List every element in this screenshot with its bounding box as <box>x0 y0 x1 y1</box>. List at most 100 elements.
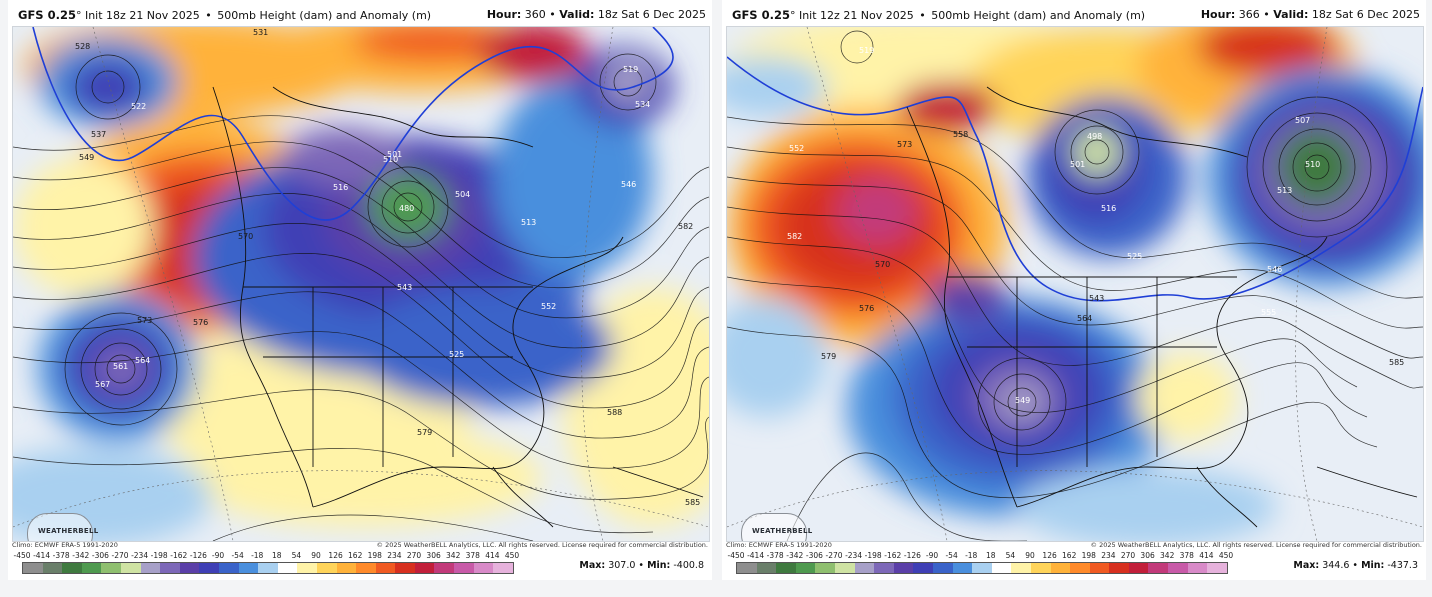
colorbar-tick-label: -126 <box>189 551 207 560</box>
contour-label: 537 <box>91 130 106 139</box>
colorbar-swatch <box>991 563 1012 573</box>
map-area[interactable]: 519 558 552 570 576 579 582 543 549 555 … <box>726 26 1424 542</box>
contour-label: 585 <box>1389 358 1404 367</box>
contour-labels: 528 522 537 549 531 570 576 561 564 567 … <box>75 28 700 507</box>
product-name: 500mb Height (dam) and Anomaly (m) <box>217 9 432 22</box>
contour-label: 525 <box>1127 252 1142 261</box>
colorbar-swatch <box>473 563 494 573</box>
colorbar-swatch <box>101 563 121 573</box>
colorbar-tick-label: -126 <box>903 551 921 560</box>
colorbar-tick-label: 90 <box>1025 551 1035 560</box>
hour-label: Hour: <box>1200 8 1236 21</box>
contour-label: 570 <box>875 260 890 269</box>
contour-label: 498 <box>1087 132 1102 141</box>
colorbar-swatch <box>316 563 337 573</box>
forecast-hour: 360 <box>524 8 546 21</box>
max-min-readout: Max: 344.6 • Min: -437.3 <box>1293 560 1418 571</box>
colorbar-swatch <box>1207 563 1227 573</box>
colorbar-tick-label: 18 <box>986 551 996 560</box>
colorbar-tick-label: -18 <box>965 551 978 560</box>
valid-label: Valid: <box>1273 8 1309 21</box>
colorbar-tick-label: -306 <box>805 551 823 560</box>
colorbar-swatch <box>277 563 298 573</box>
map-area[interactable]: 528 522 537 549 531 570 576 561 564 567 … <box>12 26 710 542</box>
valid-time: 18z Sat 6 Dec 2025 <box>597 8 706 21</box>
valid-time: 18z Sat 6 Dec 2025 <box>1311 8 1420 21</box>
model-name: GFS 0.25 <box>732 8 790 22</box>
colorbar-tick-label: 18 <box>272 551 282 560</box>
colorbar-swatch <box>62 563 82 573</box>
contour-label: 516 <box>1101 204 1116 213</box>
min-value: -400.8 <box>673 560 704 571</box>
colorbar-tick-label: 306 <box>1140 551 1155 560</box>
colorbar-swatch <box>395 563 415 573</box>
colorbar-swatch <box>356 563 376 573</box>
colorbar-swatch <box>737 563 757 573</box>
colorbar-swatch <box>874 563 894 573</box>
forecast-time: Hour: 360 • Valid: 18z Sat 6 Dec 2025 <box>487 8 706 21</box>
colorbar-tick-label: 306 <box>426 551 441 560</box>
colorbar-tick-label: -162 <box>884 551 902 560</box>
colorbar-swatch <box>1148 563 1169 573</box>
colorbar-swatch <box>776 563 796 573</box>
colorbar-tick-label: -378 <box>766 551 784 560</box>
contour-label: 549 <box>79 153 94 162</box>
colorbar-swatch <box>414 563 435 573</box>
contour-label: 513 <box>1277 186 1292 195</box>
colorbar-tick-label: -414 <box>747 551 765 560</box>
coastlines <box>212 86 704 528</box>
colorbar-swatch <box>160 563 180 573</box>
colorbar-swatch <box>493 563 513 573</box>
contour-label: 510 <box>1305 160 1320 169</box>
panel-header: GFS 0.25° Init 18z 21 Nov 2025 • 500mb H… <box>8 0 712 26</box>
colorbar-swatch <box>893 563 914 573</box>
contour-label: 480 <box>399 204 414 213</box>
model-name: GFS 0.25 <box>18 8 76 22</box>
copyright-note: © 2025 WeatherBELL Analytics, LLC. All r… <box>376 541 708 549</box>
colorbar-swatch <box>854 563 875 573</box>
colorbar-swatch <box>1128 563 1149 573</box>
colorbar-tick-label: -342 <box>72 551 90 560</box>
copyright-note: © 2025 WeatherBELL Analytics, LLC. All r… <box>1090 541 1422 549</box>
contour-label: 576 <box>859 304 874 313</box>
colorbar-tick-label: -90 <box>925 551 939 560</box>
colorbar-tick-label: 54 <box>1005 551 1016 560</box>
weatherbell-logo: WEATHERBELL <box>741 513 812 541</box>
colorbar-swatch <box>1187 563 1208 573</box>
contour-label: 528 <box>75 42 90 51</box>
contour-label: 549 <box>1015 396 1030 405</box>
contour-label: 558 <box>953 130 968 139</box>
colorbar-swatch <box>42 563 63 573</box>
contour-label: 525 <box>449 350 464 359</box>
colorbar-tick-label: 378 <box>1179 551 1194 560</box>
contour-label: 531 <box>253 28 268 37</box>
colorbar-swatch <box>23 563 43 573</box>
colorbar-swatch <box>140 563 161 573</box>
colorbar-swatch <box>454 563 474 573</box>
colorbar-labels: -450 -414 -378 -342 -306 -270 -234 -198 -162 -126… <box>13 551 519 561</box>
colorbar-swatch <box>1168 563 1188 573</box>
climo-note: Climo: ECMWF ERA-5 1991-2020 <box>12 541 118 549</box>
contour-label: 519 <box>623 65 638 74</box>
panel-title: GFS 0.25° Init 18z 21 Nov 2025 • 500mb H… <box>18 8 431 22</box>
colorbar-swatch <box>179 563 200 573</box>
min-value: -437.3 <box>1387 560 1418 571</box>
colorbar-tick-label: 234 <box>1101 551 1116 560</box>
graticule <box>727 27 1423 541</box>
coastlines <box>906 86 1418 528</box>
colorbar-swatch <box>1089 563 1110 573</box>
colorbar-swatch <box>1070 563 1090 573</box>
colorbar-tick-label: -198 <box>150 551 168 560</box>
separator-dot: • <box>919 9 926 22</box>
separator-dot: • <box>205 9 212 22</box>
contour-label: 552 <box>789 144 804 153</box>
colorbar-tick-label: -414 <box>33 551 51 560</box>
colorbar-tick-label: -198 <box>864 551 882 560</box>
colorbar-swatch <box>1011 563 1031 573</box>
colorbar-labels: -450 -414 -378 -342 -306 -270 -234 -198 -162 -126… <box>727 551 1233 561</box>
max-label: Max: <box>1293 560 1320 571</box>
colorbar-tick-label: 162 <box>1062 551 1077 560</box>
contour-label: 522 <box>131 102 146 111</box>
colorbar-swatch <box>1109 563 1129 573</box>
graticule <box>13 27 709 541</box>
